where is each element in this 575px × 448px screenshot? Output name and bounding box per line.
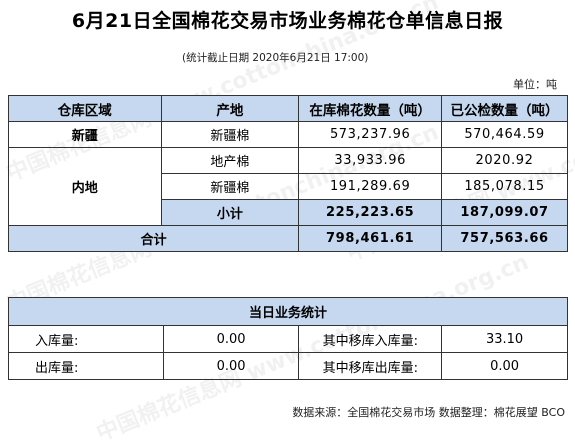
total-row: 合计 798,461.61 757,563.66 <box>7 225 568 252</box>
table-row: 内地 地产棉 33,933.96 2020.92 <box>8 147 568 226</box>
subtotal-inspected: 187,099.07 <box>441 199 568 226</box>
origin-cell: 地产棉 <box>160 147 300 174</box>
region-xinjiang: 新疆 <box>8 121 162 148</box>
table-header-row: 仓库区域 产地 在库棉花数量（吨） 已公检数量（吨） <box>8 95 568 122</box>
daily-business-table: 当日业务统计 入库量: 0.00 其中移库入库量: 33.10 出库量: 0.0… <box>8 297 568 380</box>
table-row: 出库量: 0.00 其中移库出库量: 0.00 <box>8 352 568 380</box>
header-inspected: 已公检数量（吨） <box>441 95 568 122</box>
origin-cell: 新疆棉 <box>160 173 300 200</box>
table-row: 新疆棉 191,289.69 185,078.15 <box>9 173 568 200</box>
outbound-label: 出库量: <box>8 352 164 380</box>
subtotal-in-stock: 225,223.65 <box>298 199 443 226</box>
transfer-outbound-value: 0.00 <box>441 352 568 380</box>
unit-label: 单位：吨 <box>513 78 557 91</box>
header-in-stock: 在库棉花数量（吨） <box>298 95 443 122</box>
daily-title: 当日业务统计 <box>8 297 568 326</box>
transfer-outbound-label: 其中移库出库量: <box>298 352 443 380</box>
warehouse-receipt-table: 仓库区域 产地 在库棉花数量（吨） 已公检数量（吨） 新疆 新疆棉 573,23… <box>7 95 568 252</box>
in-stock-cell: 33,933.96 <box>298 147 443 174</box>
header-region: 仓库区域 <box>8 95 162 122</box>
data-source-footer: 数据来源：全国棉花交易市场 数据整理：棉花展望 BCO <box>292 406 565 419</box>
in-stock-cell: 573,237.96 <box>298 121 443 148</box>
stat-cutoff-note: (统计截止日期 2020年6月21日 17:00) <box>182 52 369 64</box>
inspected-cell: 2020.92 <box>441 147 568 174</box>
inspected-cell: 570,464.59 <box>441 121 568 148</box>
transfer-inbound-label: 其中移库入库量: <box>298 325 443 353</box>
origin-cell: 新疆棉 <box>160 121 300 148</box>
region-inland: 内地 <box>8 147 162 226</box>
subtotal-label: 小计 <box>160 199 300 226</box>
table-row: 入库量: 0.00 其中移库入库量: 33.10 <box>8 325 568 353</box>
inbound-label: 入库量: <box>8 325 164 353</box>
table-row: 新疆 新疆棉 573,237.96 570,464.59 <box>8 121 568 148</box>
inspected-cell: 185,078.15 <box>441 173 568 200</box>
daily-header-row: 当日业务统计 <box>8 297 568 326</box>
total-in-stock: 798,461.61 <box>298 225 443 252</box>
outbound-value: 0.00 <box>162 352 300 380</box>
inbound-value: 0.00 <box>162 325 300 353</box>
total-inspected: 757,563.66 <box>441 225 568 252</box>
transfer-inbound-value: 33.10 <box>441 325 568 353</box>
total-label: 合计 <box>7 225 300 252</box>
in-stock-cell: 191,289.69 <box>298 173 443 200</box>
report-title: 6月21日全国棉花交易市场业务棉花仓单信息日报 <box>71 10 504 32</box>
header-origin: 产地 <box>160 95 300 122</box>
